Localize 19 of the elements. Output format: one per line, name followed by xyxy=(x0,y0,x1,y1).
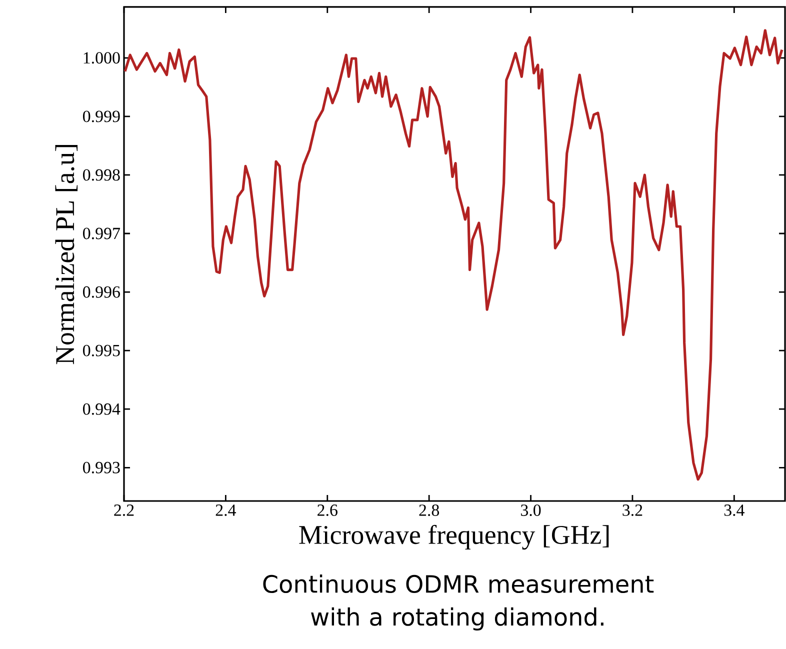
y-tick-label: 1.000 xyxy=(84,52,120,64)
x-tick-label: 2.8 xyxy=(419,504,440,516)
line-series xyxy=(124,29,784,481)
x-tick-label: 3.4 xyxy=(724,504,744,516)
x-tick-label: 3.2 xyxy=(622,504,642,516)
y-tick-label: 0.994 xyxy=(83,403,120,415)
y-tick-label: 0.996 xyxy=(83,286,120,298)
y-tick-label: 0.999 xyxy=(83,110,120,122)
x-tick-label: 2.6 xyxy=(318,504,338,516)
x-tick-label: 3.0 xyxy=(521,504,541,516)
y-tick-label: 0.997 xyxy=(83,228,120,240)
y-tick-label: 0.998 xyxy=(83,169,120,181)
y-tick-label: 0.995 xyxy=(83,344,120,356)
y-tick-label: 0.993 xyxy=(83,462,120,474)
x-tick-label: 2.2 xyxy=(114,504,134,516)
x-tick-label: 2.4 xyxy=(216,504,236,516)
x-axis-title: Microwave frequency [GHz] xyxy=(299,524,609,550)
text: Continuous ODMR measurement with a rotating diamond. xyxy=(263,574,654,631)
y-axis-title: Normalized PL [a.u] xyxy=(55,145,78,364)
